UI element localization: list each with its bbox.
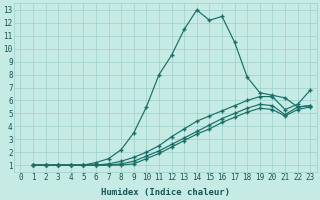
X-axis label: Humidex (Indice chaleur): Humidex (Indice chaleur) <box>101 188 230 197</box>
